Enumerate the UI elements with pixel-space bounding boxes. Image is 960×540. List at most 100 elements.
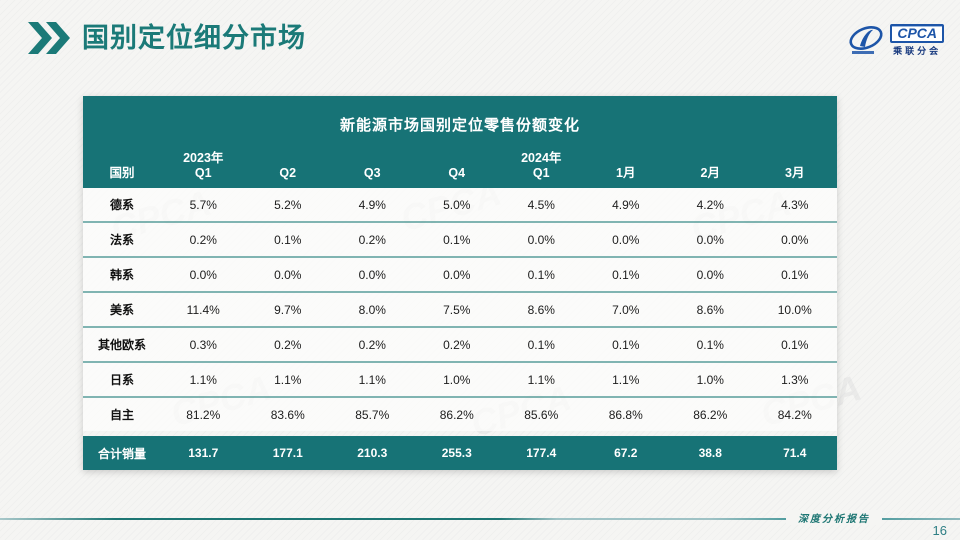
table-cell: 84.2% — [777, 407, 812, 422]
table-cell: 4.3% — [781, 197, 809, 212]
row-label: 韩系 — [109, 268, 134, 282]
total-cell: 210.3 — [357, 446, 388, 460]
cpca-logo: CPCA 乘联分会 — [846, 20, 944, 60]
market-share-table: 新能源市场国别定位零售份额变化 国别 2023年 Q1 Q2 Q3 Q4 2024年 Q1 1… — [83, 96, 837, 470]
header-cell: Q4 — [448, 166, 466, 180]
logo-text-block: CPCA 乘联分会 — [890, 23, 944, 57]
header-cell: 1月 — [616, 166, 636, 180]
table-row: 韩系 0.0% 0.0% 0.0% 0.0% 0.1% 0.1% 0.0% 0.1% — [83, 258, 837, 293]
table-cell: 0.1% — [696, 337, 724, 352]
table-cell: 0.2% — [358, 337, 386, 352]
table-cell: 86.8% — [608, 407, 643, 422]
row-label: 自主 — [109, 408, 134, 422]
table-cell: 85.7% — [355, 407, 390, 422]
slide-header: 国别定位细分市场 — [28, 22, 306, 54]
table-cell: 0.1% — [527, 337, 555, 352]
table-row: 自主 81.2% 83.6% 85.7% 86.2% 85.6% 86.8% 86.2% 84.… — [83, 398, 837, 431]
logo-cpca-text: CPCA — [890, 23, 944, 43]
footer-label: 深度分析报告 — [786, 510, 882, 525]
table-header-row: 国别 2023年 Q1 Q2 Q3 Q4 2024年 Q1 1月 2月 3月 — [83, 142, 837, 188]
row-label: 日系 — [109, 373, 134, 387]
total-cell: 67.2 — [614, 446, 638, 460]
header-cell: 3月 — [785, 166, 805, 180]
table-cell: 8.0% — [358, 302, 386, 317]
table-cell: 0.0% — [189, 267, 217, 282]
table-cell: 9.7% — [274, 302, 302, 317]
table-cell: 1.1% — [189, 372, 217, 387]
title-chevron-icon — [28, 22, 70, 54]
table-cell: 7.5% — [443, 302, 471, 317]
total-row-label: 合计销量 — [97, 446, 146, 461]
table-cell: 86.2% — [693, 407, 728, 422]
table-cell: 1.1% — [274, 372, 302, 387]
table-cell: 8.6% — [527, 302, 555, 317]
table-cell: 83.6% — [270, 407, 305, 422]
table-cell: 0.1% — [781, 267, 809, 282]
table-cell: 0.0% — [781, 232, 809, 247]
table-row: 日系 1.1% 1.1% 1.1% 1.0% 1.1% 1.1% 1.0% 1.3% — [83, 363, 837, 398]
table-cell: 0.1% — [612, 337, 640, 352]
table-cell: 0.1% — [443, 232, 471, 247]
header-cell: 2月 — [700, 166, 720, 180]
table-cell: 1.0% — [443, 372, 471, 387]
table-cell: 4.2% — [696, 197, 724, 212]
table-cell: 0.0% — [274, 267, 302, 282]
row-label: 法系 — [109, 233, 134, 247]
table-cell: 10.0% — [777, 302, 812, 317]
table-cell: 0.3% — [189, 337, 217, 352]
header-cell: 2024年 Q1 — [521, 151, 562, 180]
total-cell: 131.7 — [188, 446, 219, 460]
table-cell: 4.9% — [358, 197, 386, 212]
table-cell: 0.1% — [781, 337, 809, 352]
table-title: 新能源市场国别定位零售份额变化 — [83, 96, 837, 142]
total-cell: 71.4 — [783, 446, 807, 460]
table-cell: 5.0% — [443, 197, 471, 212]
row-label: 美系 — [109, 303, 134, 317]
table-row: 德系 5.7% 5.2% 4.9% 5.0% 4.5% 4.9% 4.2% 4.3% — [83, 188, 837, 223]
total-cell: 255.3 — [441, 446, 472, 460]
table-cell: 7.0% — [612, 302, 640, 317]
table-cell: 11.4% — [186, 302, 220, 317]
page-number: 16 — [932, 523, 947, 538]
table-cell: 0.1% — [274, 232, 302, 247]
table-cell: 4.5% — [527, 197, 555, 212]
table-cell: 1.1% — [358, 372, 386, 387]
table-row: 美系 11.4% 9.7% 8.0% 7.5% 8.6% 7.0% 8.6% 10.0% — [83, 293, 837, 328]
page-title: 国别定位细分市场 — [82, 23, 306, 53]
table-cell: 0.2% — [189, 232, 217, 247]
table-cell: 86.2% — [439, 407, 474, 422]
table-cell: 0.2% — [443, 337, 471, 352]
total-cell: 38.8 — [698, 446, 722, 460]
table-cell: 85.6% — [524, 407, 559, 422]
table-cell: 0.0% — [696, 267, 724, 282]
total-row: 合计销量 131.7 177.1 210.3 255.3 177.4 67.2 38.8 71.… — [83, 436, 837, 470]
table-cell: 0.0% — [612, 232, 640, 247]
table-cell: 0.0% — [443, 267, 471, 282]
table-cell: 8.6% — [696, 302, 724, 317]
header-cell: Q3 — [363, 166, 381, 180]
footer-divider — [0, 518, 960, 520]
table-cell: 1.1% — [612, 372, 640, 387]
total-cell: 177.1 — [272, 446, 303, 460]
table-cell: 1.1% — [527, 372, 555, 387]
table-row: 其他欧系 0.3% 0.2% 0.2% 0.2% 0.1% 0.1% 0.1% 0.1% — [83, 328, 837, 363]
table-cell: 0.2% — [358, 232, 386, 247]
table-cell: 0.1% — [527, 267, 555, 282]
table-cell: 4.9% — [612, 197, 640, 212]
table-cell: 0.2% — [274, 337, 302, 352]
table-cell: 5.2% — [274, 197, 302, 212]
logo-swirl-icon — [849, 26, 883, 54]
total-cell: 177.4 — [526, 446, 557, 460]
row-label: 其他欧系 — [97, 338, 146, 352]
table-cell: 0.0% — [527, 232, 555, 247]
table-cell: 0.0% — [696, 232, 724, 247]
table-cell: 0.0% — [358, 267, 386, 282]
header-cell: Q2 — [279, 166, 297, 180]
table-cell: 0.1% — [612, 267, 640, 282]
row-label: 德系 — [109, 198, 134, 212]
table-cell: 1.0% — [696, 372, 724, 387]
logo-subtext: 乘联分会 — [893, 45, 942, 56]
table-cell: 1.3% — [781, 372, 809, 387]
table-cell: 5.7% — [189, 197, 217, 212]
